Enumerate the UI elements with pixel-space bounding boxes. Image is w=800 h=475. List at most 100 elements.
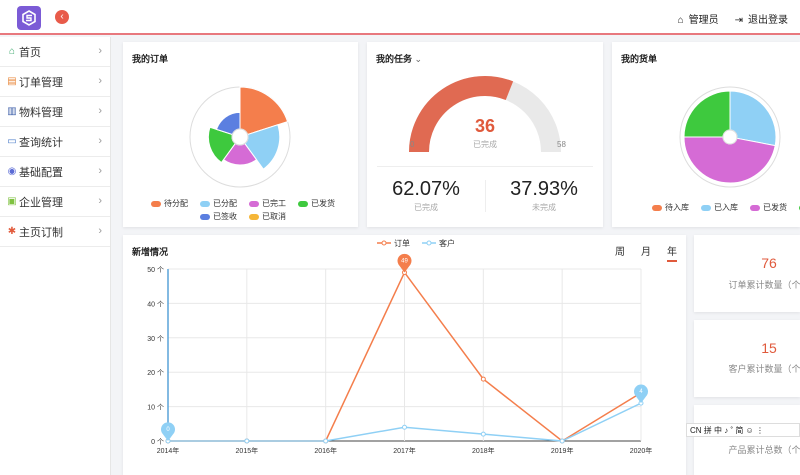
sidebar-item-enterprise[interactable]: ▣ 企业管理 › xyxy=(0,187,110,217)
data-point[interactable] xyxy=(480,431,486,437)
data-point[interactable] xyxy=(244,438,250,444)
x-tick-label: 2018年 xyxy=(472,446,495,455)
x-tick-label: 2014年 xyxy=(157,446,180,455)
orders-rose-chart xyxy=(189,86,291,188)
chevron-right-icon: › xyxy=(98,165,102,177)
collapse-sidebar-button[interactable]: ‹ xyxy=(55,10,69,24)
legend-item[interactable]: 订单 xyxy=(377,238,410,248)
orders-legend: 待分配 已分配 已完工 已发货 已签收 已取消 xyxy=(143,198,343,222)
sidebar-item-label: 查询统计 xyxy=(19,136,63,149)
gauge-value: 36 xyxy=(474,116,496,136)
y-tick-label: 40 个 xyxy=(147,300,164,308)
legend-item[interactable]: 已完工 xyxy=(249,198,286,209)
vertical-divider xyxy=(485,180,486,212)
logo-icon xyxy=(22,10,36,26)
legend-swatch xyxy=(200,213,210,220)
logout-icon: ⇥ xyxy=(734,15,743,26)
tasks-gauge xyxy=(409,76,561,153)
stat-label: 产品累计总数（个） xyxy=(728,445,800,455)
gauge-label: 已完成 xyxy=(473,140,497,149)
legend-item[interactable]: 已发货 xyxy=(750,202,787,213)
sidebar-item-query[interactable]: ▭ 查询统计 › xyxy=(0,127,110,157)
goods-card: 我的货单 待入库 已入库 已发货 已签 xyxy=(612,42,800,227)
undone-label: 未完成 xyxy=(532,203,556,212)
max-marker xyxy=(397,253,412,273)
legend-label: 已入库 xyxy=(714,203,738,212)
sidebar-item-orders[interactable]: ▤ 订单管理 › xyxy=(0,67,110,97)
sidebar-item-homepage-custom[interactable]: ✱ 主页订制 › xyxy=(0,217,110,247)
legend-swatch xyxy=(298,200,308,207)
done-label: 已完成 xyxy=(414,203,438,212)
legend-item[interactable]: 待分配 xyxy=(151,198,188,209)
legend-item[interactable]: 已发货 xyxy=(298,198,335,209)
x-tick-label: 2015年 xyxy=(236,446,259,455)
legend-item[interactable]: 已入库 xyxy=(701,202,738,213)
stat-value: 76 xyxy=(761,255,777,271)
home-icon: ⌂ xyxy=(8,46,16,57)
legend-swatch xyxy=(652,204,662,211)
legend-label: 已完工 xyxy=(262,199,286,208)
legend-item[interactable]: 已取消 xyxy=(249,211,286,222)
tasks-card: 我的任务 ⌄ 36 已完成 0 58 62.07% 已完成 37.93% 未完成 xyxy=(367,42,603,227)
max-marker-label: 49 xyxy=(401,258,408,264)
card-title: 我的货单 xyxy=(621,54,658,64)
orders-card: 我的订单 待分配 已分配 已完工 已发货 已签收 已取消 xyxy=(123,42,358,227)
legend-swatch xyxy=(151,200,161,207)
growth-line-chart: 订单 客户 0 个 10 个 20 个 30 个 40 个 50 个 2014年 2015年 201… xyxy=(147,238,652,455)
y-tick-label: 20 个 xyxy=(147,369,164,377)
chevron-right-icon: › xyxy=(98,75,102,87)
legend-label: 已发货 xyxy=(311,199,335,208)
stat-card-products: 产品累计总数（个） xyxy=(694,405,800,475)
goods-legend: 待入库 已入库 已发货 已签 xyxy=(652,202,800,213)
ime-text: CN 拼 中 ♪ ˚ 简 ☺ ⋮ xyxy=(690,425,764,435)
legend-label: 订单 xyxy=(394,238,410,248)
tab-year[interactable]: 年 xyxy=(667,243,677,262)
sidebar-item-home[interactable]: ⌂ 首页 › xyxy=(0,37,110,67)
gauge-min: 0 xyxy=(410,140,415,149)
sidebar-item-config[interactable]: ◉ 基础配置 › xyxy=(0,157,110,187)
y-tick-label: 30 个 xyxy=(147,335,164,343)
logout-button[interactable]: ⇥ 退出登录 xyxy=(735,11,788,26)
chevron-right-icon: › xyxy=(98,105,102,117)
chevron-left-icon: ‹ xyxy=(60,11,64,22)
app-logo[interactable] xyxy=(17,6,41,30)
stat-label: 订单累计数量（个） xyxy=(728,280,800,290)
data-point[interactable] xyxy=(323,438,329,444)
legend-label: 已分配 xyxy=(213,199,237,208)
legend-item[interactable]: 已签收 xyxy=(200,211,237,222)
tasks-title-text: 我的任务 xyxy=(376,54,413,64)
growth-card: 新增情况 周 月 年 订单 客户 0 个 10 个 20 个 30 个 40 个 50 个 20… xyxy=(123,235,686,475)
legend-swatch xyxy=(200,200,210,207)
gear-icon: ✱ xyxy=(7,226,17,237)
card-title: 我的订单 xyxy=(132,54,169,64)
data-point[interactable] xyxy=(480,376,486,382)
legend-swatch xyxy=(701,204,711,211)
admin-label: 管理员 xyxy=(688,15,719,26)
pie-slice[interactable] xyxy=(683,90,731,138)
admin-link[interactable]: ⌂ 管理员 xyxy=(678,11,719,26)
chevron-right-icon: › xyxy=(98,225,102,237)
stat-card-customers: 15 客户累计数量（个） xyxy=(694,320,800,397)
sidebar-item-label: 基础配置 xyxy=(19,166,63,179)
card-title[interactable]: 我的任务 ⌄ xyxy=(376,52,422,65)
tab-month[interactable]: 月 xyxy=(641,247,651,258)
data-point[interactable] xyxy=(559,438,565,444)
folder-icon: ▭ xyxy=(7,136,17,147)
period-tabs: 周 月 年 xyxy=(615,243,677,262)
legend-item[interactable]: 已分配 xyxy=(200,198,237,209)
x-tick-label: 2017年 xyxy=(393,446,416,455)
sidebar-item-label: 主页订制 xyxy=(19,226,63,239)
config-icon: ◉ xyxy=(7,166,17,177)
legend-item[interactable]: 待入库 xyxy=(652,202,689,213)
divider xyxy=(377,166,593,167)
legend-item[interactable]: 客户 xyxy=(422,238,455,248)
ime-toolbar[interactable]: CN 拼 中 ♪ ˚ 简 ☺ ⋮ xyxy=(686,423,800,437)
x-tick-label: 2016年 xyxy=(314,446,337,455)
y-tick-label: 10 个 xyxy=(147,404,164,412)
sidebar-item-materials[interactable]: ▥ 物料管理 › xyxy=(0,97,110,127)
tab-week[interactable]: 周 xyxy=(615,247,625,258)
data-point[interactable] xyxy=(402,424,407,430)
legend-label: 已发货 xyxy=(763,203,787,212)
rose-slice[interactable] xyxy=(239,86,289,136)
home-icon: ⌂ xyxy=(677,15,684,26)
